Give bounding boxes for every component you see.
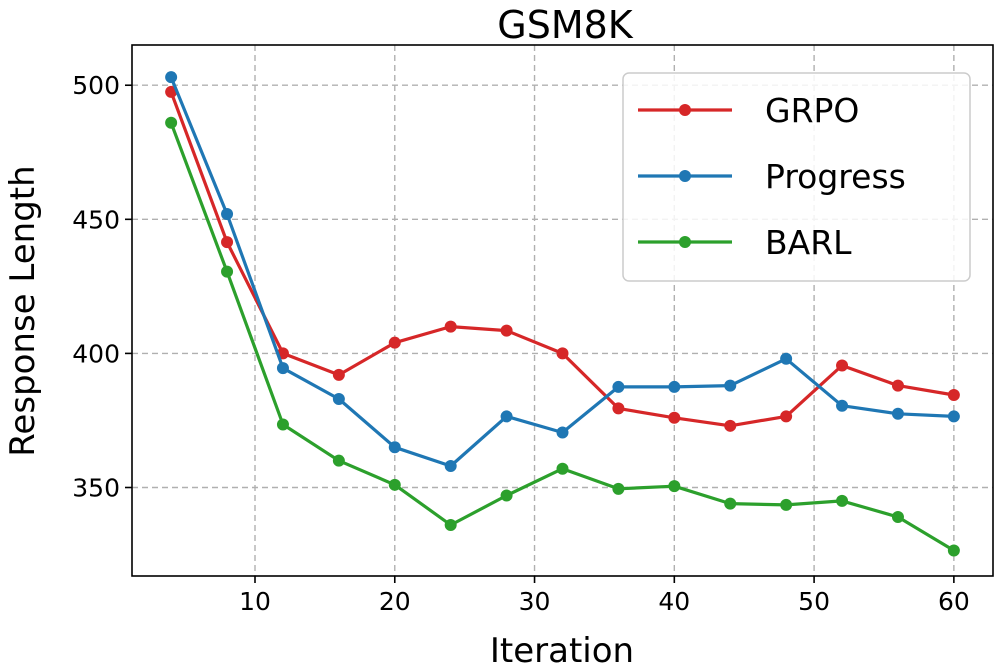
data-point — [556, 462, 569, 475]
y-tick-label: 400 — [72, 339, 120, 368]
data-point — [500, 410, 513, 423]
x-axis-label: Iteration — [490, 631, 634, 669]
data-point — [332, 368, 345, 381]
data-point — [668, 480, 681, 493]
data-point — [836, 494, 849, 507]
data-point — [388, 478, 401, 491]
data-point — [388, 336, 401, 349]
legend-label: GRPO — [765, 91, 859, 130]
data-point — [500, 489, 513, 502]
series-grpo — [165, 85, 960, 432]
data-point — [612, 402, 625, 415]
data-point — [556, 347, 569, 360]
series-barl — [165, 116, 960, 557]
data-point — [444, 460, 457, 473]
data-point — [444, 320, 457, 333]
data-point — [221, 236, 234, 249]
y-tick-label: 350 — [72, 474, 120, 503]
data-point — [836, 399, 849, 412]
data-point — [165, 116, 178, 129]
legend-marker — [679, 236, 691, 248]
plot-frame — [131, 44, 994, 577]
x-tick-label: 60 — [938, 587, 970, 616]
data-point — [780, 410, 793, 423]
data-point — [836, 359, 849, 372]
data-point — [444, 519, 457, 532]
x-tick-label: 10 — [239, 587, 271, 616]
legend-marker — [679, 104, 691, 116]
x-tick-label: 20 — [379, 587, 411, 616]
data-point — [947, 388, 960, 401]
data-point — [668, 380, 681, 393]
data-point — [221, 265, 234, 278]
data-series — [165, 71, 960, 557]
data-point — [780, 498, 793, 511]
data-point — [165, 85, 178, 98]
data-point — [165, 71, 178, 84]
x-tick-label: 30 — [519, 587, 551, 616]
data-point — [612, 482, 625, 495]
y-tick-label: 500 — [72, 71, 120, 100]
data-point — [612, 380, 625, 393]
legend-label: Progress — [765, 157, 906, 196]
axis-ticks: 10 20 30 40 50 60 350 400 450 500 — [72, 71, 969, 616]
legend-label: BARL — [765, 223, 852, 262]
data-point — [276, 362, 289, 375]
legend: GRPO Progress BARL — [622, 72, 971, 282]
data-point — [891, 407, 904, 420]
data-point — [724, 419, 737, 432]
legend-box — [622, 72, 971, 282]
legend-marker — [679, 170, 691, 182]
data-point — [947, 544, 960, 557]
data-point — [891, 379, 904, 392]
data-point — [891, 511, 904, 523]
y-tick-label: 450 — [72, 205, 120, 234]
data-point — [780, 352, 793, 365]
y-axis-label: Response Length — [3, 165, 43, 456]
chart-title: GSM8K — [497, 3, 634, 47]
data-point — [668, 411, 681, 424]
x-tick-label: 40 — [658, 587, 690, 616]
data-point — [500, 324, 513, 337]
data-point — [221, 207, 234, 220]
data-point — [332, 454, 345, 467]
data-point — [556, 426, 569, 439]
x-tick-label: 50 — [798, 587, 830, 616]
data-point — [724, 379, 737, 392]
data-point — [332, 393, 345, 405]
series-progress — [165, 71, 960, 473]
data-point — [276, 418, 289, 431]
data-point — [388, 441, 401, 454]
data-point — [724, 497, 737, 510]
data-point — [947, 410, 960, 423]
